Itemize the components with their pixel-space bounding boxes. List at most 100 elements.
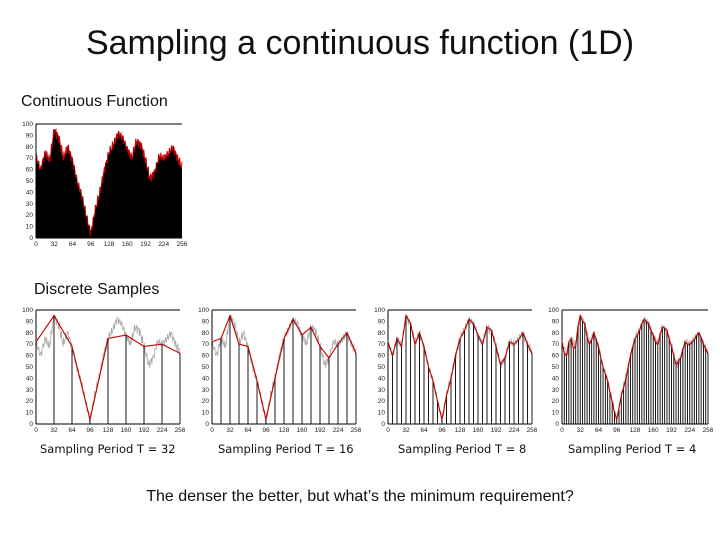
function-curve — [35, 128, 183, 237]
y-tick-label: 50 — [26, 178, 34, 185]
discrete-samples-label: Discrete Samples — [34, 281, 160, 298]
y-tick-label: 80 — [26, 330, 34, 337]
x-tick-label: 192 — [315, 427, 326, 434]
x-tick-label: 32 — [577, 427, 585, 434]
y-tick-label: 90 — [202, 318, 210, 325]
y-tick-label: 40 — [202, 375, 210, 382]
x-tick-label: 192 — [139, 427, 150, 434]
x-tick-label: 32 — [226, 427, 234, 434]
caption-t16: Sampling Period T = 16 — [218, 442, 354, 456]
x-tick-label: 256 — [351, 427, 362, 434]
y-tick-label: 50 — [552, 364, 560, 371]
x-tick-label: 64 — [68, 427, 76, 434]
y-tick-label: 90 — [26, 318, 34, 325]
slide-title: Sampling a continuous function (1D) — [85, 24, 635, 62]
y-tick-label: 10 — [26, 410, 34, 417]
caption-t4: Sampling Period T = 4 — [568, 442, 697, 456]
y-tick-label: 100 — [374, 307, 385, 314]
x-tick-label: 224 — [157, 427, 168, 434]
x-tick-label: 96 — [86, 427, 94, 434]
samples-plot-t4: 0 10 20 30 40 50 60 70 80 90 100 0 32 64 96 128 160 192 22… — [548, 307, 714, 434]
y-tick-label: 40 — [552, 375, 560, 382]
x-tick-label: 32 — [50, 427, 58, 434]
footer-question: The denser the better, but what’s the mi… — [146, 488, 574, 505]
reconstruction-line — [35, 314, 181, 420]
x-tick-label: 224 — [684, 427, 695, 434]
x-tick-label: 192 — [491, 427, 502, 434]
reconstruction-line — [211, 314, 357, 420]
y-tick-label: 30 — [26, 201, 34, 208]
x-tick-label: 160 — [297, 427, 308, 434]
y-tick-label: 70 — [552, 341, 560, 348]
x-tick-label: 64 — [420, 427, 428, 434]
y-tick-label: 60 — [26, 167, 34, 174]
y-tick-label: 20 — [26, 212, 34, 219]
x-tick-label: 256 — [527, 427, 538, 434]
x-tick-label: 64 — [69, 241, 77, 248]
y-tick-label: 0 — [29, 235, 33, 242]
y-tick-label: 20 — [378, 398, 386, 405]
y-tick-label: 0 — [205, 421, 209, 428]
y-tick-label: 80 — [26, 144, 34, 151]
reconstruction-line — [561, 313, 709, 422]
x-tick-label: 96 — [262, 427, 270, 434]
y-tick-label: 0 — [555, 421, 559, 428]
x-tick-label: 160 — [122, 241, 133, 248]
continuous-function-label: Continuous Function — [21, 93, 168, 110]
x-tick-label: 192 — [666, 427, 677, 434]
x-tick-label: 0 — [386, 427, 390, 434]
x-tick-label: 128 — [279, 427, 290, 434]
x-tick-label: 64 — [595, 427, 603, 434]
y-tick-label: 50 — [202, 364, 210, 371]
x-tick-label: 128 — [103, 427, 114, 434]
x-tick-label: 96 — [613, 427, 621, 434]
y-tick-label: 70 — [26, 341, 34, 348]
y-tick-label: 100 — [548, 307, 559, 314]
y-tick-label: 20 — [202, 398, 210, 405]
x-tick-label: 128 — [455, 427, 466, 434]
y-tick-label: 60 — [202, 353, 210, 360]
y-tick-label: 40 — [26, 189, 34, 196]
function-area — [36, 129, 182, 238]
y-tick-label: 80 — [202, 330, 210, 337]
x-tick-label: 256 — [177, 241, 188, 248]
y-tick-label: 10 — [26, 224, 34, 231]
x-tick-label: 224 — [158, 241, 169, 248]
caption-t32: Sampling Period T = 32 — [40, 442, 176, 456]
x-tick-label: 32 — [402, 427, 410, 434]
samples-plot-t8: 0 10 20 30 40 50 60 70 80 90 100 0 32 64 96 128 160 192 22… — [374, 307, 538, 434]
x-tick-label: 256 — [175, 427, 186, 434]
x-tick-label: 192 — [140, 241, 151, 248]
y-tick-label: 20 — [26, 398, 34, 405]
y-tick-label: 100 — [22, 121, 33, 128]
y-tick-label: 90 — [26, 132, 34, 139]
x-tick-label: 160 — [473, 427, 484, 434]
y-tick-label: 80 — [378, 330, 386, 337]
y-tick-label: 30 — [202, 387, 210, 394]
x-tick-label: 96 — [87, 241, 95, 248]
y-tick-label: 60 — [26, 353, 34, 360]
y-tick-label: 90 — [378, 318, 386, 325]
x-tick-label: 256 — [703, 427, 714, 434]
y-tick-label: 70 — [378, 341, 386, 348]
x-tick-label: 0 — [34, 241, 38, 248]
x-tick-label: 128 — [104, 241, 115, 248]
y-tick-label: 0 — [29, 421, 33, 428]
y-tick-label: 0 — [381, 421, 385, 428]
y-tick-label: 40 — [378, 375, 386, 382]
y-tick-label: 70 — [26, 155, 34, 162]
y-tick-label: 50 — [26, 364, 34, 371]
y-tick-label: 80 — [552, 330, 560, 337]
y-tick-label: 60 — [378, 353, 386, 360]
y-tick-label: 30 — [26, 387, 34, 394]
x-tick-label: 0 — [210, 427, 214, 434]
y-tick-label: 10 — [202, 410, 210, 417]
y-tick-label: 60 — [552, 353, 560, 360]
x-tick-label: 224 — [509, 427, 520, 434]
samples-plot-t32: 0 10 20 30 40 50 60 70 80 90 100 0 32 64 96 128 160 192 22… — [22, 307, 186, 434]
x-tick-label: 160 — [648, 427, 659, 434]
x-tick-label: 224 — [333, 427, 344, 434]
y-tick-label: 100 — [198, 307, 209, 314]
samples-plot-t16: 0 10 20 30 40 50 60 70 80 90 100 0 32 64 96 128 160 192 22… — [198, 307, 362, 434]
y-tick-label: 40 — [26, 375, 34, 382]
